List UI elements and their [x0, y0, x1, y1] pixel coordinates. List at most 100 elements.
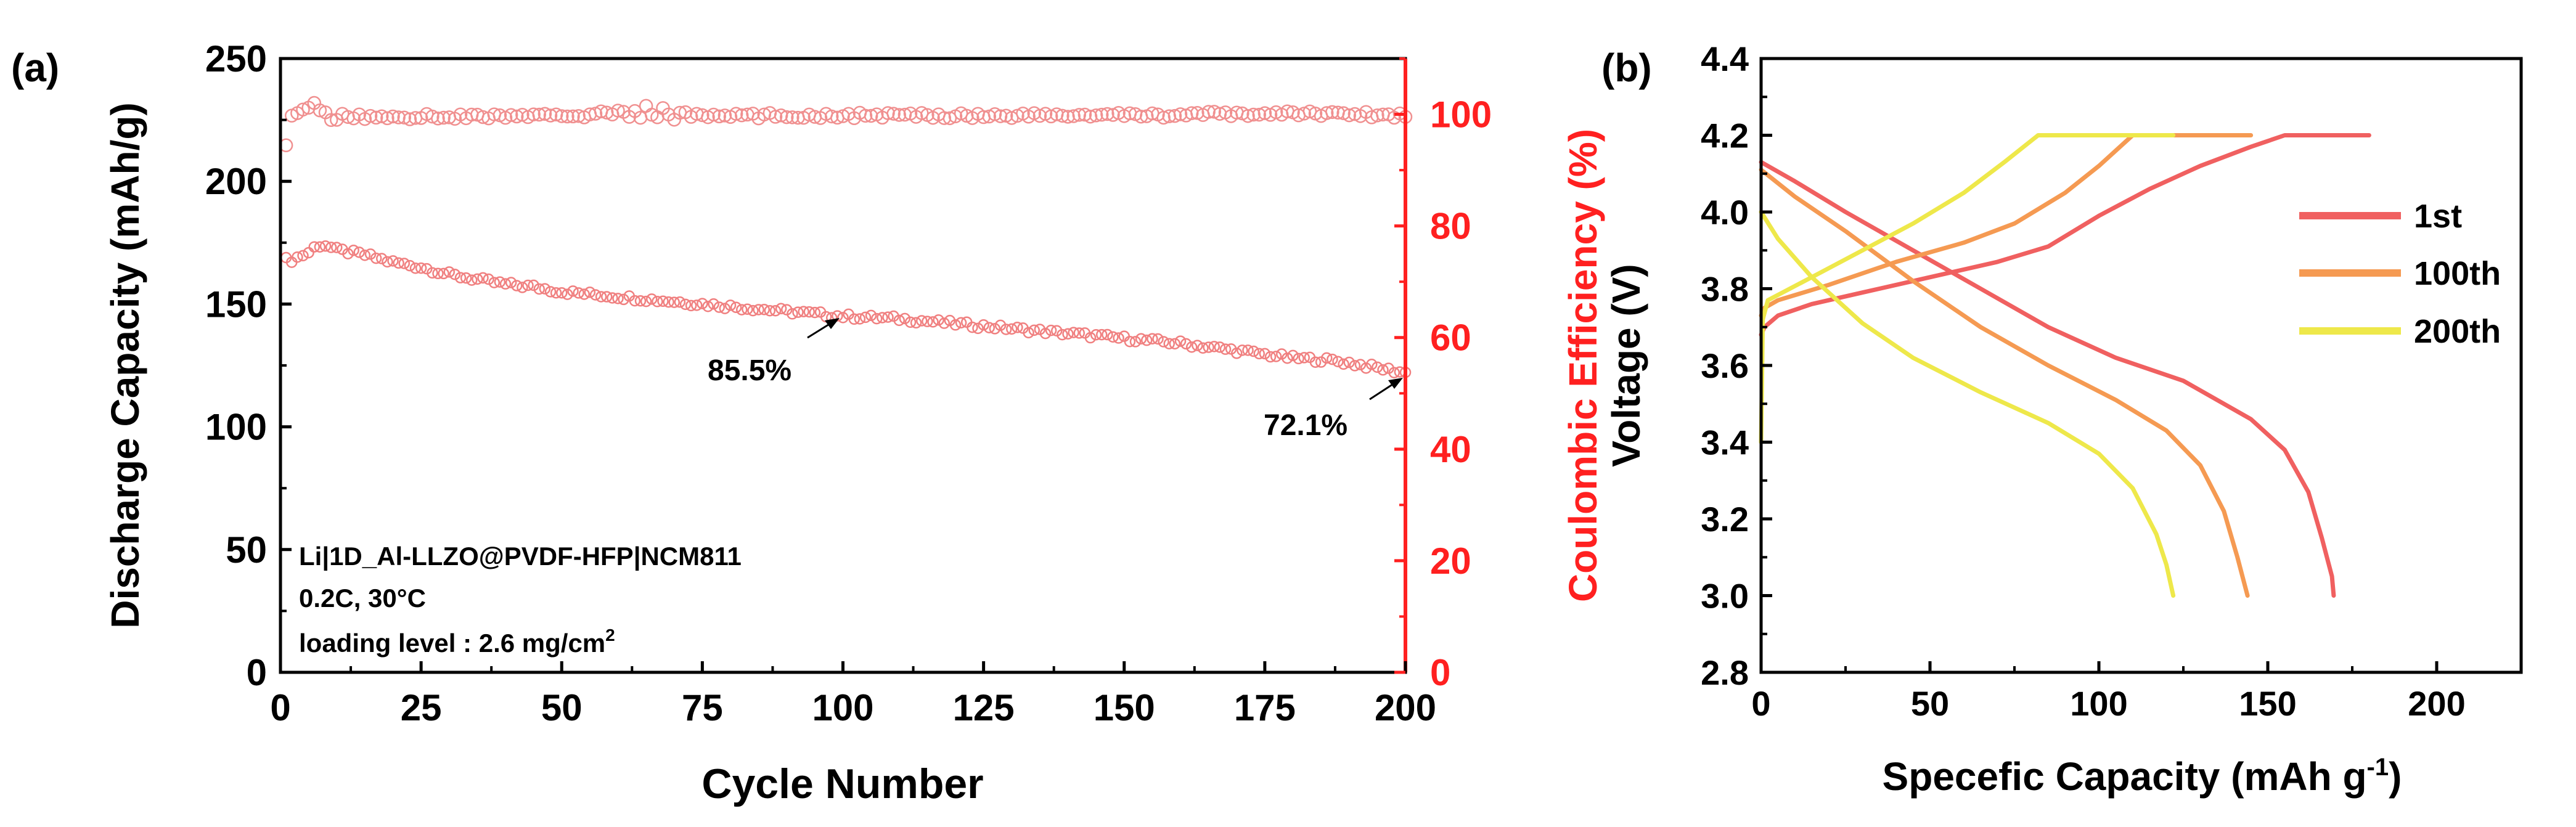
- capacity-point: [1057, 328, 1068, 341]
- capacity-point: [775, 303, 787, 315]
- panel-a-y2-ticks: 0 20 40 60 80 100: [1394, 57, 1492, 693]
- capacity-point: [719, 303, 731, 314]
- y-tick-label: 3.8: [1701, 270, 1749, 309]
- annotation-85-5: 85.5%: [708, 354, 791, 387]
- ce-point: [1241, 108, 1255, 123]
- capacity-point: [640, 295, 652, 308]
- capacity-point: [578, 288, 590, 300]
- curve-100th-discharge: [1759, 168, 2250, 598]
- capacity-point: [871, 312, 883, 325]
- capacity-point: [657, 295, 669, 308]
- capacity-point: [1028, 324, 1040, 336]
- ce-point: [729, 107, 743, 121]
- panel-b-y-axis-label: Voltage (V): [1604, 264, 1648, 467]
- capacity-point: [674, 296, 686, 308]
- x-tick-label: 50: [1911, 684, 1949, 723]
- curve-200th-charge: [1759, 133, 2176, 444]
- capacity-point: [1270, 351, 1282, 362]
- ce-point: [431, 112, 445, 126]
- capacity-point: [803, 306, 815, 318]
- capacity-point: [1366, 358, 1378, 370]
- capacity-point: [747, 304, 759, 317]
- ce-point: [363, 108, 378, 123]
- capacity-point: [308, 241, 320, 253]
- panel-b-label: (b): [1601, 46, 1652, 90]
- capacity-point: [899, 312, 911, 325]
- ce-point: [881, 106, 895, 120]
- capacity-point: [505, 277, 517, 288]
- ce-point: [1066, 109, 1081, 123]
- loading-level-text: loading level : 2.6 mg/cm2: [299, 625, 615, 658]
- capacity-point: [1084, 332, 1097, 344]
- ce-point: [436, 110, 451, 125]
- capacity-point: [922, 316, 933, 327]
- capacity-point: [1118, 330, 1130, 342]
- capacity-point: [702, 300, 714, 312]
- capacity-point: [634, 295, 647, 307]
- y-tick-label: 2.8: [1701, 653, 1749, 692]
- loading-level-superscript: 2: [605, 625, 615, 645]
- capacity-point: [404, 259, 416, 272]
- capacity-point: [916, 315, 928, 327]
- capacity-point: [449, 268, 461, 280]
- capacity-point: [415, 262, 427, 274]
- capacity-point: [646, 293, 658, 305]
- y-tick-label: 3.6: [1701, 346, 1749, 385]
- capacity-point: [758, 304, 770, 316]
- capacity-point: [573, 287, 584, 299]
- capacity-point: [859, 311, 872, 324]
- capacity-point: [1349, 360, 1361, 372]
- x-tick-label: 150: [2239, 684, 2296, 723]
- ce-point: [1257, 106, 1272, 120]
- loading-level-value: loading level : 2.6 mg/cm: [299, 629, 605, 658]
- ce-point: [1095, 107, 1109, 122]
- capacity-point: [348, 244, 359, 256]
- capacity-point: [1051, 325, 1063, 337]
- capacity-point: [1343, 356, 1355, 369]
- panel-b-x-ticks: 0 50 100 150 200: [1751, 661, 2522, 723]
- ce-point: [1077, 107, 1092, 122]
- capacity-point: [589, 289, 602, 301]
- capacity-point: [1000, 324, 1012, 335]
- capacity-point: [1045, 324, 1057, 336]
- capacity-point: [488, 277, 500, 288]
- capacity-point: [1192, 340, 1203, 351]
- capacity-point: [904, 316, 917, 328]
- legend-label-100th: 100th: [2414, 255, 2501, 292]
- ce-point: [639, 99, 653, 113]
- ce-point: [892, 108, 906, 122]
- capacity-point: [528, 279, 539, 291]
- capacity-point: [297, 250, 309, 262]
- ce-point: [1156, 110, 1171, 125]
- capacity-point: [1354, 359, 1367, 370]
- curve-200th-discharge: [1759, 210, 2176, 598]
- panel-a-y-axis-label: Discharge Capacity (mAh/g): [103, 102, 147, 629]
- capacity-point: [893, 314, 905, 327]
- y-tick-label: 3.0: [1701, 577, 1749, 616]
- x-tick-label: 0: [270, 687, 290, 728]
- capacity-point: [938, 317, 950, 329]
- capacity-point: [409, 262, 422, 274]
- capacity-point: [1102, 328, 1113, 341]
- capacity-point: [1129, 336, 1142, 348]
- capacity-point: [1208, 341, 1220, 352]
- capacity-point: [595, 291, 607, 303]
- ce-point: [712, 109, 726, 124]
- capacity-point: [697, 298, 708, 309]
- ce-point: [942, 111, 957, 126]
- capacity-point: [567, 285, 579, 297]
- ce-point: [543, 108, 558, 123]
- capacity-point: [1242, 344, 1254, 356]
- capacity-point: [949, 319, 962, 331]
- y-tick-label: 3.4: [1701, 423, 1749, 462]
- capacity-point: [393, 257, 404, 269]
- capacity-point: [798, 306, 809, 317]
- legend-label-200th: 200th: [2414, 313, 2501, 350]
- capacity-point: [443, 266, 455, 278]
- ce-point: [825, 109, 839, 124]
- capacity-point: [1006, 323, 1018, 335]
- ce-point: [735, 108, 749, 123]
- ce-point: [695, 108, 709, 123]
- ce-point: [1325, 105, 1339, 120]
